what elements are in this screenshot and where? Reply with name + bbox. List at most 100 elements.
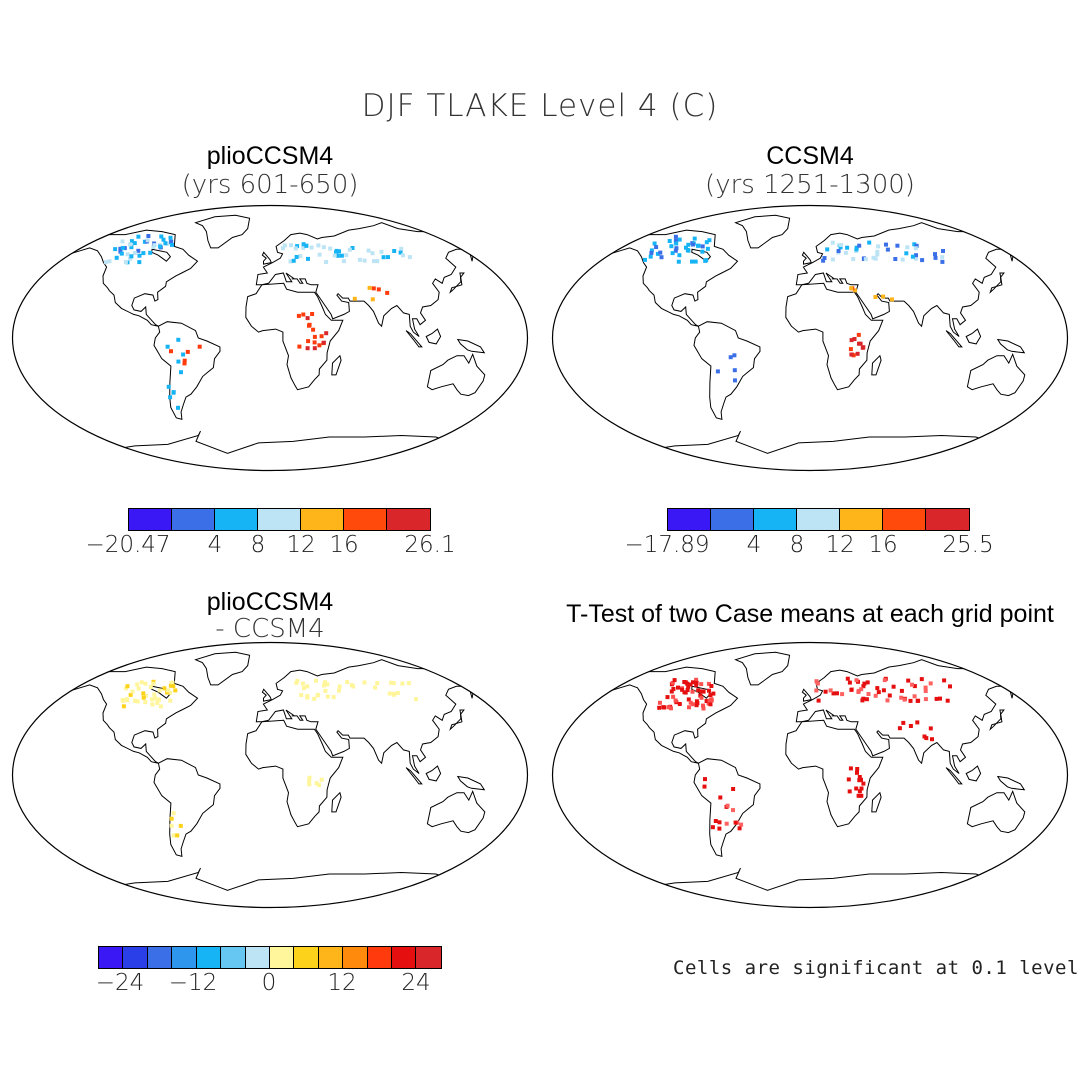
colorbar-label: 4: [207, 532, 223, 558]
lake-cell: [310, 312, 315, 316]
lake-cell: [928, 681, 933, 686]
lake-cell: [307, 775, 312, 780]
lake-cell: [289, 243, 293, 248]
lake-cell: [923, 697, 928, 702]
lake-cell: [686, 684, 691, 689]
lake-cell: [940, 255, 945, 260]
lake-cell: [684, 245, 688, 250]
coastline: [61, 430, 475, 471]
panel-title-top-left: plioCCSM4: [206, 142, 334, 170]
lake-cell: [371, 286, 376, 291]
lake-cell: [120, 239, 125, 244]
lake-cell: [857, 341, 861, 346]
coastline: [331, 791, 342, 813]
coastline: [795, 222, 1029, 337]
lake-cell: [366, 248, 371, 253]
lake-cell: [686, 248, 691, 253]
coastline: [785, 719, 884, 828]
lake-cell: [882, 678, 887, 683]
lake-cell: [875, 686, 880, 691]
panel-title-top-right: CCSM4: [766, 142, 854, 170]
panel-subtitle-top-left: (yrs 601-650): [181, 170, 359, 200]
coastline: [331, 354, 342, 376]
lake-cell: [137, 253, 142, 258]
lake-cell: [375, 259, 380, 264]
lake-cell: [884, 242, 888, 247]
lake-cell: [732, 368, 737, 373]
lake-cell: [168, 690, 173, 695]
lake-cell: [700, 244, 705, 249]
lake-cell: [849, 338, 854, 343]
coastline: [966, 352, 1026, 397]
coastline: [426, 789, 486, 834]
lake-cell: [669, 706, 673, 711]
colorbar-swatch: [926, 509, 969, 530]
lake-cell: [657, 700, 662, 705]
significance-note: Cells are significant at 0.1 level: [673, 957, 1079, 979]
lake-cell: [876, 690, 881, 695]
colorbar-swatch: [258, 509, 301, 530]
lake-cell: [897, 726, 902, 731]
lake-cell: [161, 237, 166, 242]
lake-cell: [836, 243, 841, 248]
lake-cell: [685, 688, 690, 693]
lake-cell: [294, 255, 299, 259]
lake-cell: [291, 258, 296, 263]
lake-cell: [849, 687, 854, 692]
lake-cell: [677, 253, 682, 258]
lake-cell: [337, 688, 341, 693]
figure-title: DJF TLAKE Level 4 (C): [361, 88, 719, 124]
map-frame: [11, 204, 529, 472]
lake-cell: [392, 249, 397, 253]
colorbar-bottom-left: [98, 946, 442, 969]
lake-cell: [933, 255, 938, 260]
lake-cell: [696, 688, 701, 693]
lake-cell: [125, 684, 130, 689]
colorbar-label: 8: [250, 532, 266, 558]
lake-cell: [159, 234, 164, 239]
colorbar-swatch: [294, 947, 319, 968]
coastline: [785, 282, 884, 391]
lake-cell: [848, 347, 853, 352]
coastline: [194, 214, 251, 249]
lake-cell: [166, 688, 171, 693]
lake-cell: [691, 242, 695, 247]
lake-cell: [362, 258, 367, 263]
lake-cell: [401, 253, 405, 258]
lake-cell: [406, 681, 411, 686]
lake-cell: [694, 680, 699, 685]
lake-cell: [162, 686, 167, 691]
lake-cell: [933, 252, 937, 257]
lake-cell: [670, 251, 675, 256]
lake-cell: [871, 255, 876, 260]
coastline: [255, 659, 489, 774]
lake-cell: [152, 692, 157, 697]
lake-cell: [852, 337, 857, 341]
lake-cell: [335, 253, 340, 258]
colorbar-label: 4: [746, 532, 762, 558]
lake-cell: [321, 340, 326, 345]
lake-cell: [938, 696, 942, 701]
lake-cell: [143, 693, 148, 698]
lake-cell: [129, 245, 134, 250]
lake-cell: [814, 688, 819, 693]
lake-cell: [890, 297, 894, 302]
lake-cell: [137, 260, 142, 265]
lake-cell: [856, 793, 861, 798]
lake-cell: [831, 691, 836, 696]
lake-cell: [649, 250, 654, 255]
coastlines: [600, 651, 1029, 908]
lake-cell: [387, 691, 392, 696]
lake-cell: [121, 698, 126, 703]
lake-cell: [173, 688, 178, 693]
lake-cell: [914, 243, 919, 248]
lake-cell: [282, 243, 287, 248]
colorbar-swatch: [196, 947, 222, 968]
lake-cell: [176, 405, 180, 410]
lake-cell: [702, 784, 707, 789]
lake-cell: [150, 702, 155, 707]
colorbar-swatch: [754, 509, 797, 530]
lake-cell: [899, 688, 904, 693]
lake-cell: [171, 833, 176, 838]
lake-cell: [690, 689, 695, 694]
